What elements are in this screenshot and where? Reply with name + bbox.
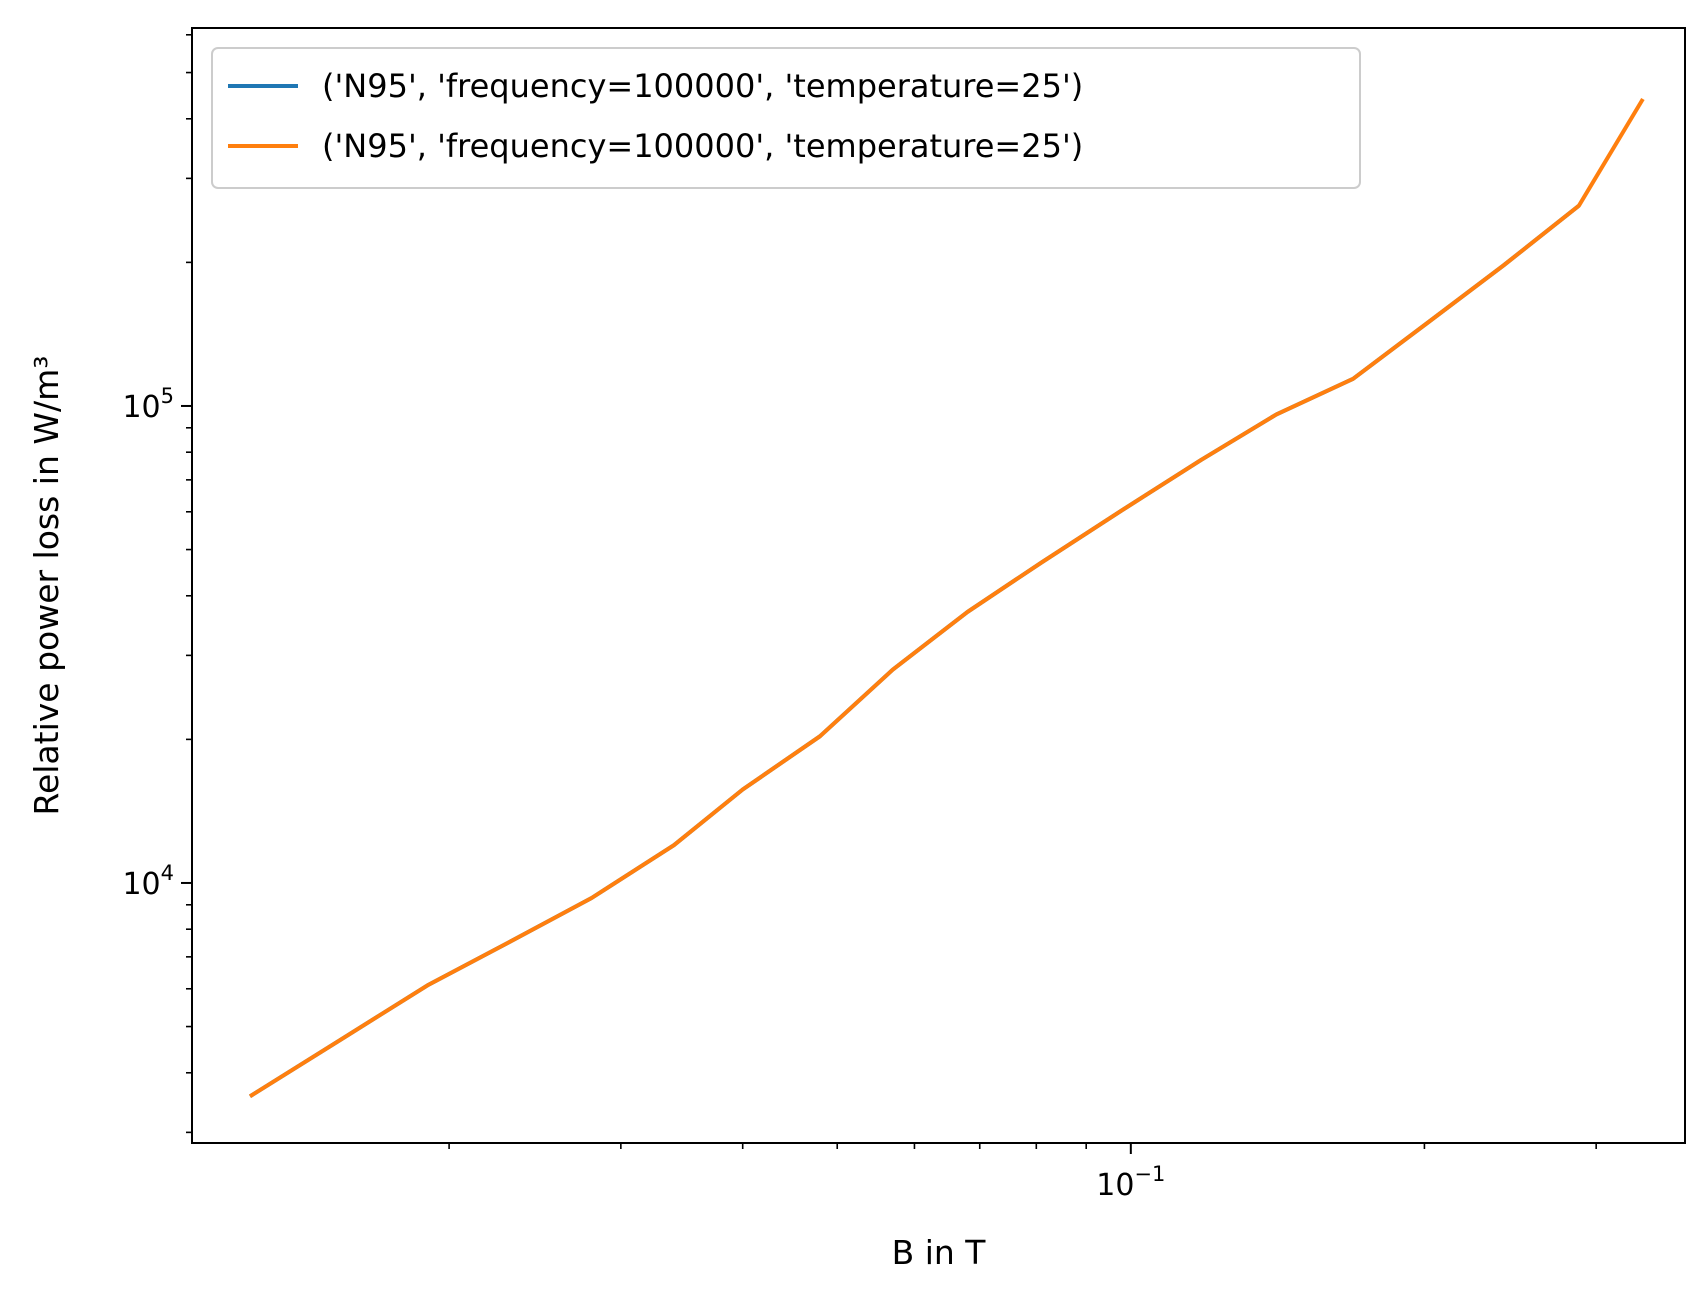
legend-label-1: ('N95', 'frequency=100000', 'temperature… (322, 67, 1083, 105)
x-tick-label: 10−1 (1096, 1162, 1165, 1203)
legend: ('N95', 'frequency=100000', 'temperature… (211, 47, 1361, 189)
y-axis: 104 105 (122, 33, 192, 1134)
x-axis: 10−1 (448, 1143, 1597, 1203)
legend-label-2: ('N95', 'frequency=100000', 'temperature… (322, 127, 1083, 165)
axes-frame (191, 27, 1686, 1144)
y-tick-label: 105 (122, 384, 174, 425)
y-axis-label: Relative power loss in W/m³ (27, 356, 66, 816)
series-line-2 (248, 97, 1645, 1098)
legend-box (211, 47, 1361, 189)
plot-area (248, 97, 1645, 1098)
y-tick-label: 104 (122, 861, 174, 902)
x-axis-label: B in T (892, 1233, 987, 1272)
